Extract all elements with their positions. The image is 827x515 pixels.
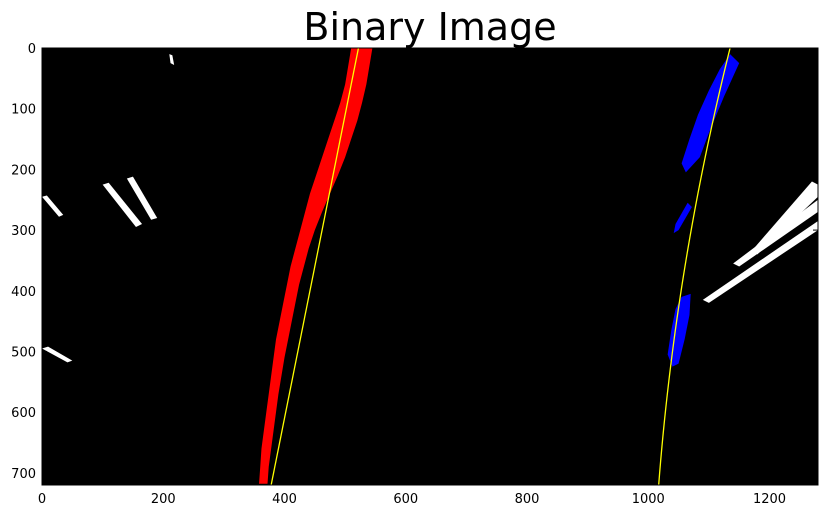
right-lane-pixels-upper (681, 54, 740, 173)
y-tick-label: 200 (11, 163, 36, 178)
x-tick-label: 0 (38, 492, 46, 507)
noise-blob-0 (169, 54, 175, 65)
y-tick-label: 700 (11, 467, 36, 482)
x-tick-label: 400 (272, 492, 297, 507)
left-fit-curve (270, 48, 360, 485)
right-lane-pixels-mid (673, 202, 692, 234)
noise-blob-6 (733, 199, 818, 267)
x-tick-label: 1200 (753, 492, 786, 507)
noise-blob-2 (126, 176, 158, 220)
chart-title: Binary Image (303, 5, 557, 49)
y-tick-label: 400 (11, 285, 36, 300)
left-lane-pixels (259, 48, 373, 484)
x-tick-label: 800 (515, 492, 540, 507)
right-fit-curve (658, 48, 731, 485)
y-tick-label: 100 (11, 103, 36, 118)
noise-blob-5 (751, 181, 818, 255)
y-tick-label: 300 (11, 224, 36, 239)
x-tick-label: 1000 (632, 492, 665, 507)
y-tick-label: 600 (11, 406, 36, 421)
noise-blob-1 (102, 182, 143, 228)
image-background (42, 48, 818, 485)
plot-frame (41, 47, 819, 486)
y-tick-label: 500 (11, 345, 36, 360)
x-tick-label: 200 (151, 492, 176, 507)
noise-blob-4 (42, 346, 73, 363)
x-tick-label: 600 (393, 492, 418, 507)
y-tick-label: 0 (28, 42, 36, 57)
noise-blob-7 (702, 220, 818, 303)
noise-blob-3 (42, 195, 64, 217)
